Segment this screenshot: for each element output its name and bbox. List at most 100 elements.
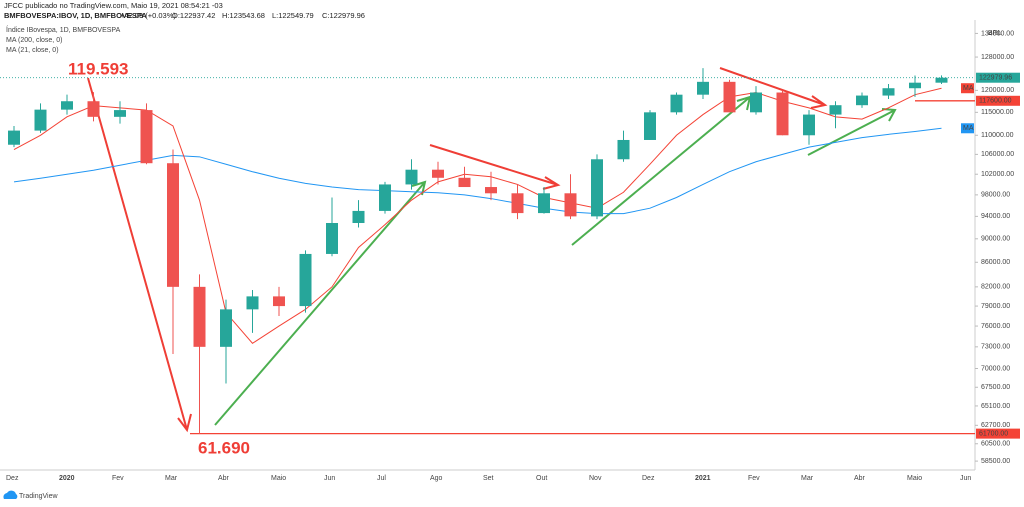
ma-tag xyxy=(961,83,974,94)
header: JFCC publicado no TradingView.com, Maio … xyxy=(4,1,223,10)
y-tick-label: 120000.00 xyxy=(981,87,1014,94)
x-tick-label: 2020 xyxy=(59,475,75,482)
x-tick-label: Ago xyxy=(430,475,443,482)
ma-tag-label: MA xyxy=(963,85,974,92)
price-tag-label: 122979.96 xyxy=(979,75,1012,82)
candle-body xyxy=(61,101,73,110)
candle-body xyxy=(405,169,418,185)
y-tick-label: 76000.00 xyxy=(981,323,1010,330)
ma-tag xyxy=(961,123,974,134)
y-tick-label: 82000.00 xyxy=(981,284,1010,291)
x-tick-label: Fev xyxy=(748,475,760,482)
candle-body xyxy=(591,159,603,217)
candle-body xyxy=(750,92,762,113)
candle-body xyxy=(326,223,338,254)
x-tick-label: Jul xyxy=(377,475,386,482)
y-tick-label: 106000.00 xyxy=(981,151,1014,158)
candle-body xyxy=(458,177,471,188)
candle-body xyxy=(299,253,312,307)
ohlc-high: H:123543.68 xyxy=(222,11,265,20)
x-tick-label: Maio xyxy=(271,475,286,482)
y-tick-label: 90000.00 xyxy=(981,236,1010,243)
arrow xyxy=(719,67,828,109)
x-tick-label: Jun xyxy=(960,475,971,482)
x-tick-label: Dez xyxy=(6,475,19,482)
red-arrows xyxy=(87,67,828,433)
arrow xyxy=(214,180,427,426)
y-tick-label: 58500.00 xyxy=(981,458,1010,465)
x-tick-label: Jun xyxy=(324,475,335,482)
ohlc-open: O:122937.42 xyxy=(172,11,215,20)
x-tick-label: Maio xyxy=(907,475,922,482)
y-tick-label: 62700.00 xyxy=(981,422,1010,429)
y-tick-label: 60500.00 xyxy=(981,441,1010,448)
annotation: 61.690 xyxy=(198,438,250,457)
x-tick-label: Mar xyxy=(801,475,814,482)
x-tick-label: Abr xyxy=(854,475,866,482)
y-tick-label: 115000.00 xyxy=(981,109,1014,116)
y-tick-label: 128000.00 xyxy=(981,54,1014,61)
change: +42.09 (+0.03%) xyxy=(120,11,176,20)
candles xyxy=(8,68,948,434)
ma-tag-label: MA xyxy=(963,125,974,132)
y-tick-label: 94000.00 xyxy=(981,213,1010,220)
candle-body xyxy=(882,88,895,96)
annotation: 119.593 xyxy=(68,59,129,78)
candle-body xyxy=(511,193,524,214)
logo: TradingView xyxy=(3,490,58,500)
candle-body xyxy=(379,184,391,211)
x-tick-label: Set xyxy=(483,475,494,482)
symbol: BMFBOVESPA:IBOV, 1D, BMFBOVESPA xyxy=(4,11,147,20)
candle-body xyxy=(34,109,47,131)
brand: TradingView xyxy=(19,493,58,500)
ma-line xyxy=(13,127,942,215)
arrow xyxy=(87,77,192,433)
candle-body xyxy=(352,210,365,224)
x-tick-label: Abr xyxy=(218,475,230,482)
ohlc-close: C:122979.96 xyxy=(322,11,365,20)
y-tick-label: 98000.00 xyxy=(981,192,1010,199)
candle-body xyxy=(140,110,153,164)
arrow xyxy=(807,108,897,156)
y-tick-label: 65100.00 xyxy=(981,403,1010,410)
candle-body xyxy=(432,169,444,178)
arrow xyxy=(429,144,561,190)
candle-body xyxy=(167,163,179,287)
y-tick-label: 86000.00 xyxy=(981,259,1010,266)
candle-body xyxy=(723,81,736,113)
currency: BRL xyxy=(988,30,1002,37)
x-tick-label: Dez xyxy=(642,475,655,482)
candle-body xyxy=(829,105,842,115)
candle-body xyxy=(617,139,630,160)
candle-body xyxy=(220,309,232,347)
y-tick-label: 73000.00 xyxy=(981,344,1010,351)
candle-body xyxy=(909,82,921,89)
candle-body xyxy=(697,81,709,95)
candle-body xyxy=(87,101,100,117)
legend-entry: MA (200, close, 0) xyxy=(6,37,62,44)
legend-entry: MA (21, close, 0) xyxy=(6,47,59,54)
legend-title: Índice IBovespa, 1D, BMFBOVESPA xyxy=(6,25,121,34)
y-tick-label: 102000.00 xyxy=(981,171,1014,178)
candle-body xyxy=(193,286,206,347)
y-tick-label: 67500.00 xyxy=(981,384,1010,391)
candle-body xyxy=(776,92,789,136)
price-tag-label: 117600.00 xyxy=(979,98,1012,105)
y-tick-label: 79000.00 xyxy=(981,303,1010,310)
candle-body xyxy=(8,130,20,145)
candle-body xyxy=(564,193,577,217)
candle-body xyxy=(246,296,259,310)
x-tick-label: Mar xyxy=(165,475,178,482)
candle-body xyxy=(644,112,656,140)
candle-body xyxy=(273,296,285,307)
price-tag xyxy=(976,95,1020,106)
y-tick-label: 134000.00 xyxy=(981,30,1014,37)
x-tick-label: Fev xyxy=(112,475,124,482)
price-tag xyxy=(976,72,1020,83)
x-tick-label: 2021 xyxy=(695,475,711,482)
logo-icon xyxy=(3,490,18,499)
y-tick-label: 70000.00 xyxy=(981,365,1010,372)
price-tag-label: 61700.00 xyxy=(979,430,1008,437)
